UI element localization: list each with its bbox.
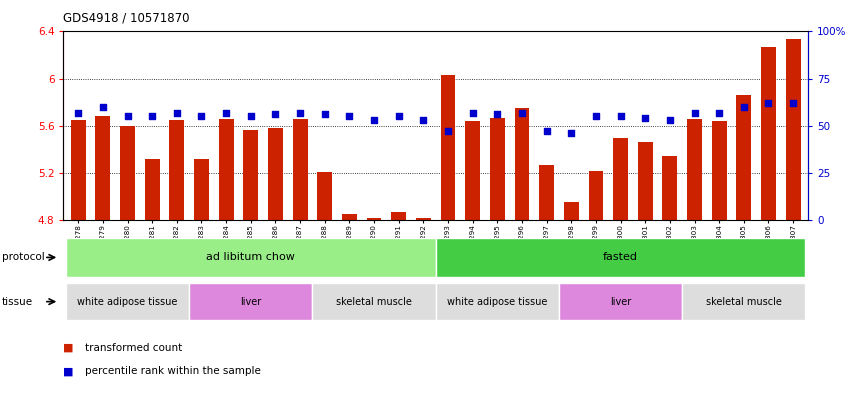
Point	[737, 104, 750, 110]
Point	[761, 100, 775, 106]
Point	[392, 113, 405, 119]
Text: protocol: protocol	[2, 252, 45, 263]
Text: skeletal muscle: skeletal muscle	[336, 297, 412, 307]
Point	[318, 111, 332, 118]
Point	[244, 113, 257, 119]
Bar	[589, 171, 603, 220]
Point	[663, 117, 677, 123]
Point	[787, 100, 800, 106]
Bar	[219, 119, 233, 220]
Bar	[786, 39, 800, 220]
Bar	[169, 120, 184, 220]
Point	[343, 113, 356, 119]
Bar	[638, 142, 652, 220]
Bar	[613, 138, 628, 220]
Point	[96, 104, 110, 110]
Bar	[66, 283, 190, 320]
Bar	[66, 238, 436, 277]
Bar	[662, 156, 678, 220]
Bar	[312, 283, 436, 320]
Bar	[736, 95, 751, 220]
Bar	[71, 120, 85, 220]
Bar	[761, 47, 776, 220]
Bar	[436, 238, 805, 277]
Bar	[687, 119, 702, 220]
Text: ad libitum chow: ad libitum chow	[206, 252, 295, 263]
Bar	[244, 130, 258, 220]
Point	[688, 109, 701, 116]
Point	[170, 109, 184, 116]
Point	[614, 113, 628, 119]
Point	[639, 115, 652, 121]
Text: white adipose tissue: white adipose tissue	[448, 297, 547, 307]
Text: liver: liver	[610, 297, 631, 307]
Point	[121, 113, 135, 119]
Bar	[96, 116, 110, 220]
Point	[442, 128, 455, 134]
Bar	[317, 172, 332, 220]
Text: percentile rank within the sample: percentile rank within the sample	[85, 366, 261, 376]
Bar	[465, 121, 480, 220]
Bar	[514, 108, 530, 220]
Bar	[711, 121, 727, 220]
Bar	[120, 126, 135, 220]
Text: fasted: fasted	[603, 252, 638, 263]
Bar	[268, 128, 283, 220]
Bar	[194, 159, 209, 220]
Text: GDS4918 / 10571870: GDS4918 / 10571870	[63, 12, 190, 25]
Bar	[682, 283, 805, 320]
Point	[491, 111, 504, 118]
Text: liver: liver	[240, 297, 261, 307]
Bar	[559, 283, 682, 320]
Point	[540, 128, 553, 134]
Text: skeletal muscle: skeletal muscle	[706, 297, 782, 307]
Bar	[145, 159, 160, 220]
Point	[416, 117, 430, 123]
Point	[589, 113, 602, 119]
Text: tissue: tissue	[2, 297, 33, 307]
Bar	[342, 214, 357, 220]
Point	[146, 113, 159, 119]
Bar	[564, 202, 579, 220]
Point	[515, 109, 529, 116]
Bar	[190, 283, 312, 320]
Point	[269, 111, 283, 118]
Bar	[441, 75, 455, 220]
Bar	[416, 218, 431, 220]
Bar	[539, 165, 554, 220]
Bar	[436, 283, 559, 320]
Bar	[293, 119, 307, 220]
Point	[466, 109, 480, 116]
Point	[564, 130, 578, 136]
Point	[712, 109, 726, 116]
Text: white adipose tissue: white adipose tissue	[77, 297, 178, 307]
Bar	[366, 218, 382, 220]
Text: transformed count: transformed count	[85, 343, 182, 353]
Text: ■: ■	[63, 366, 74, 376]
Bar	[392, 212, 406, 220]
Text: ■: ■	[63, 343, 74, 353]
Bar	[490, 118, 505, 220]
Point	[367, 117, 381, 123]
Point	[219, 109, 233, 116]
Point	[71, 109, 85, 116]
Point	[195, 113, 208, 119]
Point	[294, 109, 307, 116]
